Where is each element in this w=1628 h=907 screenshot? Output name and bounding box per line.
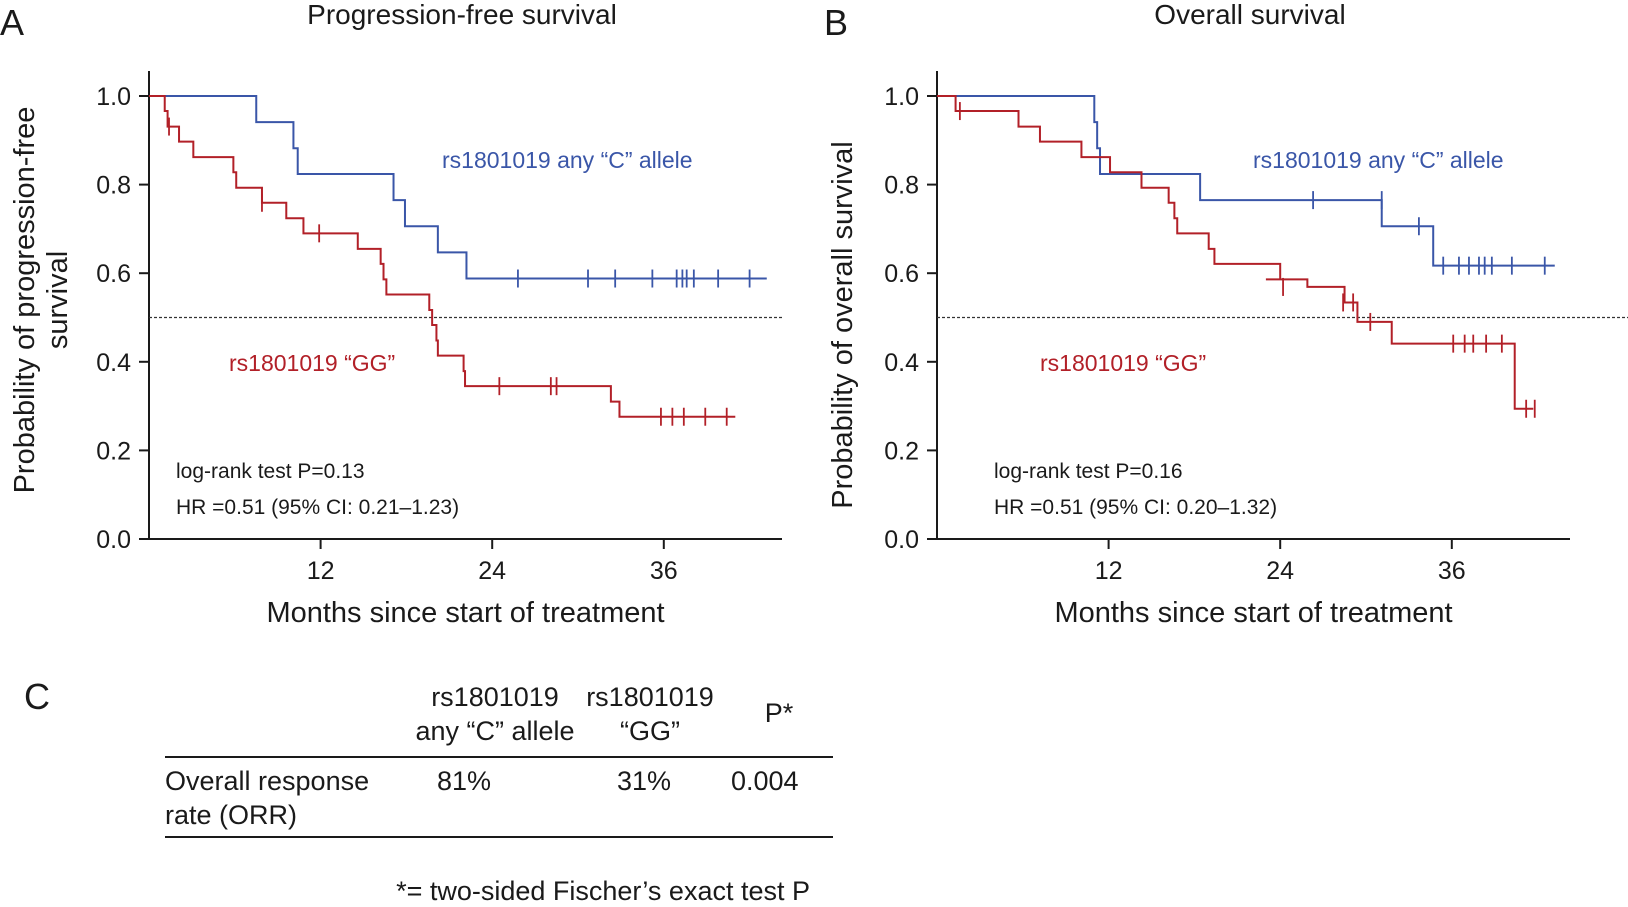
row-label-line1: Overall response [165, 766, 370, 796]
y-axis-label-line: Probability of progression-free [9, 107, 41, 494]
table-header-p: P* [725, 680, 833, 757]
y-axis-label: Probability of overall survival [827, 141, 859, 508]
header-gg-line1: rs1801019 [586, 682, 714, 712]
series-label-gg: rs1801019 “GG” [229, 350, 395, 376]
series-label-gg: rs1801019 “GG” [1040, 350, 1206, 376]
km-curve-gg [937, 95, 1534, 410]
y-axis-label-line: survival [42, 251, 74, 349]
panel-letter-b: B [824, 2, 849, 43]
cell-orr-c-allele: 81% [437, 766, 492, 796]
hazard-ratio-annotation: HR =0.51 (95% CI: 0.21–1.23) [176, 496, 459, 519]
x-axis-label: Months since start of treatment [266, 597, 664, 629]
series-label-c-allele: rs1801019 any “C” allele [1253, 147, 1504, 173]
log-rank-annotation: log-rank test P=0.16 [994, 460, 1183, 483]
panel-letter-c: C [24, 676, 50, 717]
y-tick-label: 1.0 [884, 83, 919, 111]
y-tick-label: 0.4 [884, 349, 919, 377]
cell-orr-gg: 31% [617, 766, 672, 796]
row-label-line2: rate (ORR) [165, 800, 298, 830]
y-tick-label: 0.8 [884, 172, 919, 200]
y-axis-label: Probability of progression-freesurvival [9, 107, 74, 494]
survival-figure: Progression-free survival 0.0 0.2 0.4 0.6 0.8… [9, 0, 1628, 629]
header-p: P* [764, 698, 794, 728]
log-rank-annotation: log-rank test P=0.13 [176, 460, 365, 483]
row-label: Overall response rate (ORR) [165, 757, 415, 837]
table-row: Overall response rate (ORR) 81% 31% 0.00… [165, 757, 833, 837]
y-tick-label: 0.2 [96, 437, 131, 465]
y-tick-label: 0.4 [96, 349, 131, 377]
km-panel-b: Overall survival 0.0 0.2 0.4 0.6 0.8 1.0 12 24 36… [827, 0, 1628, 629]
y-tick-label: 0.2 [884, 437, 919, 465]
header-c-line2: any “C” allele [415, 716, 575, 746]
header-gg-line2: “GG” [620, 716, 680, 746]
table-header-gg: rs1801019 “GG” [575, 680, 725, 757]
y-tick-label: 0.6 [96, 260, 131, 288]
x-tick-label: 24 [1266, 557, 1294, 585]
km-curve-c-allele [149, 95, 767, 280]
km-panel-a: Progression-free survival 0.0 0.2 0.4 0.6 0.8… [9, 0, 782, 629]
x-tick-label: 24 [478, 557, 506, 585]
cell-p-value: 0.004 [731, 766, 799, 796]
y-tick-label: 0.8 [96, 172, 131, 200]
panel-letter-a: A [0, 2, 25, 43]
orr-table: rs1801019 any “C” allele rs1801019 “GG” … [165, 680, 833, 838]
table-footnote: *= two-sided Fischer’s exact test P [396, 876, 810, 906]
header-c-line1: rs1801019 [431, 682, 559, 712]
hazard-ratio-annotation: HR =0.51 (95% CI: 0.20–1.32) [994, 496, 1277, 519]
y-tick-label: 0.0 [96, 526, 131, 554]
panel-a-title: Progression-free survival [307, 0, 617, 30]
y-tick-label: 1.0 [96, 83, 131, 111]
x-tick-label: 12 [1095, 557, 1123, 585]
x-tick-label: 36 [650, 557, 678, 585]
x-axis-label: Months since start of treatment [1054, 597, 1452, 629]
x-tick-label: 12 [307, 557, 335, 585]
table-header-row: rs1801019 any “C” allele rs1801019 “GG” … [165, 680, 833, 757]
y-tick-label: 0.0 [884, 526, 919, 554]
km-curve-gg [149, 95, 736, 418]
y-tick-label: 0.6 [884, 260, 919, 288]
series-label-c-allele: rs1801019 any “C” allele [442, 147, 693, 173]
table-header-c-allele: rs1801019 any “C” allele [415, 680, 575, 757]
panel-b-title: Overall survival [1154, 0, 1345, 30]
km-curve-c-allele [937, 95, 1555, 267]
table-header-empty [165, 680, 415, 757]
x-tick-label: 36 [1438, 557, 1466, 585]
